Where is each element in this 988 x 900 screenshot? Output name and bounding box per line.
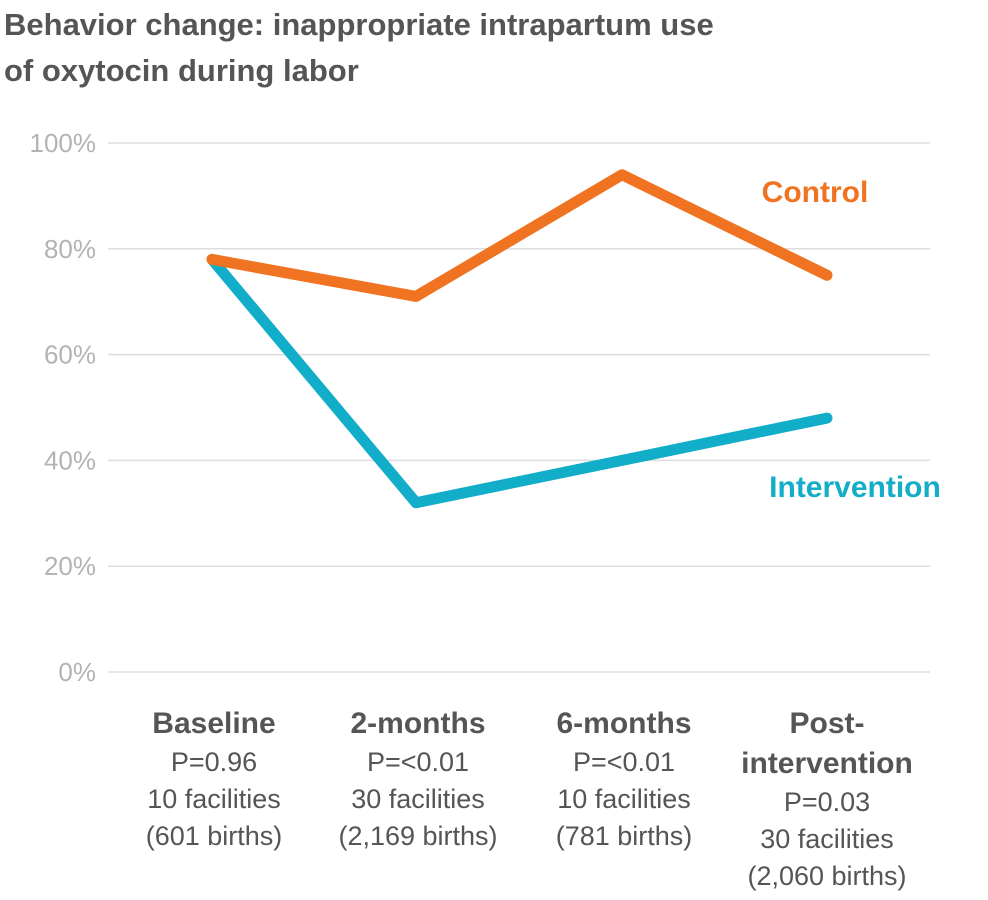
y-tick-label: 60% (44, 340, 96, 370)
y-tick-label: 20% (44, 551, 96, 581)
gridlines (108, 142, 930, 673)
x-category-p-value: P=<0.01 (572, 747, 676, 777)
chart-title: Behavior change: inappropriate intrapart… (4, 2, 904, 94)
series-label-control: Control (762, 176, 869, 209)
x-category: 2-months P=<0.01 30 facilities (2,169 birth… (308, 704, 528, 855)
x-category: Baseline P=0.96 10 facilities (601 births) (104, 704, 324, 855)
series-lines (206, 169, 833, 509)
x-category-label: 2-months (350, 707, 486, 740)
y-axis-ticks: 0% 20% 40% 60% 80% 100% (30, 128, 97, 687)
chart-title-line-1: Behavior change: inappropriate intrapart… (4, 7, 714, 42)
line-chart: 0% 20% 40% 60% 80% 100% Control Intervention (30, 128, 941, 687)
x-category-facilities: 10 facilities (147, 784, 281, 814)
x-category-label: 6-months (556, 707, 692, 740)
x-category-p-value: P=0.03 (783, 787, 871, 817)
x-category-label: Baseline (152, 707, 276, 740)
x-category: Post-intervention P=0.03 30 facilities (2,0… (717, 704, 937, 895)
x-category-births: (2,060 births) (747, 861, 907, 891)
x-category-births: (781 births) (555, 821, 693, 851)
series-line-intervention (206, 253, 833, 509)
x-category-facilities: 30 facilities (760, 824, 894, 854)
y-tick-label: 40% (44, 445, 96, 475)
x-category-label: intervention (741, 747, 913, 780)
y-tick-label: 100% (30, 128, 97, 158)
x-category-births: (2,169 births) (338, 821, 498, 851)
x-category-label: Post- (789, 707, 865, 740)
series-label-intervention: Intervention (769, 471, 941, 504)
chart-title-line-2: of oxytocin during labor (4, 53, 359, 88)
x-category-p-value: P=0.96 (170, 747, 258, 777)
x-category-facilities: 10 facilities (557, 784, 691, 814)
x-category-p-value: P=<0.01 (366, 747, 470, 777)
x-category: 6-months P=<0.01 10 facilities (781 births) (514, 704, 734, 855)
series-line-control (206, 169, 833, 302)
y-tick-label: 80% (44, 234, 96, 264)
y-tick-label: 0% (58, 657, 96, 687)
x-category-facilities: 30 facilities (351, 784, 485, 814)
series-labels: Control Intervention (762, 176, 941, 504)
x-category-births: (601 births) (145, 821, 283, 851)
